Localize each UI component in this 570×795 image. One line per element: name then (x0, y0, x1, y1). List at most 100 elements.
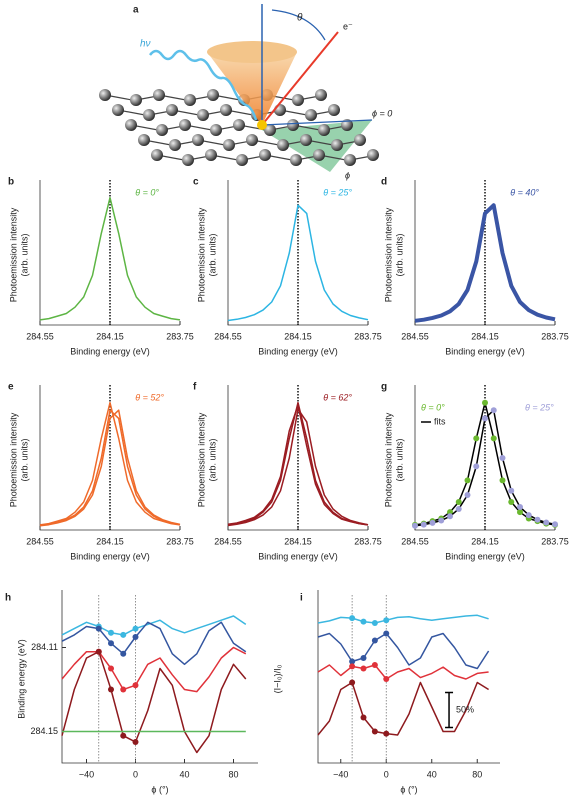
marker (120, 631, 127, 638)
marker (132, 634, 139, 640)
marker (371, 637, 378, 644)
panel-label: b (8, 177, 14, 188)
x-axis-label: Binding energy (eV) (70, 346, 150, 356)
panel-label: i (300, 593, 303, 604)
atom (220, 104, 232, 116)
marker (383, 617, 390, 624)
atom (151, 149, 163, 161)
marker (438, 517, 445, 524)
legend-label: θ = 25° (525, 402, 554, 412)
annotation: θ = 25° (323, 187, 352, 197)
phi-axis (261, 119, 373, 126)
atom (313, 149, 325, 161)
marker (482, 399, 488, 406)
atom (138, 134, 150, 146)
marker (543, 519, 550, 526)
scale-bar (445, 691, 454, 729)
marker (383, 730, 390, 737)
series-line (227, 401, 369, 526)
panel-label: h (5, 593, 11, 604)
series-line (317, 632, 490, 670)
panel-label: f (193, 382, 197, 393)
scale-bar-label: 50% (456, 704, 474, 714)
marker (383, 630, 390, 637)
atom (192, 134, 204, 146)
atom (264, 124, 276, 136)
x-tick-label: 284.55 (26, 331, 54, 341)
x-axis-label: ϕ (°) (151, 784, 168, 794)
x-tick-label: 283.75 (541, 536, 569, 546)
series-line (317, 681, 489, 736)
marker (429, 519, 436, 526)
y-axis-label: (arb. units) (394, 233, 404, 276)
series-line (39, 401, 181, 526)
theta-arc (271, 9, 326, 41)
annotation: θ = 52° (135, 392, 164, 402)
marker (455, 506, 462, 512)
marker (108, 665, 114, 672)
series-line (39, 196, 181, 321)
marker (349, 658, 356, 665)
series-line (227, 404, 369, 526)
x-tick-label: 80 (228, 769, 238, 779)
atom (210, 124, 222, 136)
series-line (61, 615, 247, 636)
marker (482, 415, 488, 422)
atom (207, 89, 219, 101)
marker (132, 682, 139, 689)
y-axis-label: (arb. units) (394, 438, 404, 481)
panel-label: g (381, 382, 387, 393)
marker (349, 615, 356, 622)
panel-label: e (8, 382, 14, 393)
atom (367, 149, 379, 161)
marker (108, 686, 114, 693)
marker (490, 407, 497, 414)
y-axis-label: Photoemission intensity (8, 207, 18, 302)
panel-label: a (133, 5, 139, 16)
x-tick-label: 0 (384, 769, 389, 779)
marker (517, 503, 523, 510)
marker (360, 714, 367, 721)
x-tick-label: 284.55 (401, 331, 429, 341)
atom (292, 94, 304, 106)
atom (156, 124, 168, 136)
atom (233, 119, 245, 131)
x-tick-label: 284.15 (284, 536, 312, 546)
marker (464, 492, 471, 498)
y-axis-label: (arb. units) (19, 233, 29, 276)
marker (490, 435, 497, 442)
x-tick-label: 284.15 (471, 536, 499, 546)
x-tick-label: −40 (333, 769, 348, 779)
atom (331, 139, 343, 151)
atom (166, 104, 178, 116)
theta-label: θ (297, 13, 303, 24)
marker (108, 629, 114, 636)
series-line (61, 646, 247, 693)
atom (169, 139, 181, 151)
x-tick-label: 284.15 (471, 331, 499, 341)
marker (132, 625, 139, 632)
atom (153, 89, 165, 101)
atom (290, 154, 302, 166)
y-tick-label: 284.15 (30, 726, 58, 736)
annotation: θ = 62° (323, 392, 352, 402)
atom (205, 149, 217, 161)
phi-label: ϕ (345, 170, 350, 180)
marker (412, 522, 418, 529)
x-axis-label: Binding energy (eV) (258, 551, 338, 561)
atom (287, 119, 299, 131)
photon (149, 49, 258, 121)
atom (259, 149, 271, 161)
atom (184, 94, 196, 106)
marker (108, 640, 114, 647)
marker (473, 463, 480, 470)
series-line (317, 614, 489, 624)
y-axis-label: (arb. units) (207, 233, 217, 276)
x-tick-label: 283.75 (354, 536, 382, 546)
marker (360, 618, 367, 625)
marker (525, 512, 532, 519)
x-tick-label: 40 (179, 769, 189, 779)
x-tick-label: 284.15 (96, 331, 124, 341)
atom (300, 134, 312, 146)
series-line (317, 664, 489, 680)
